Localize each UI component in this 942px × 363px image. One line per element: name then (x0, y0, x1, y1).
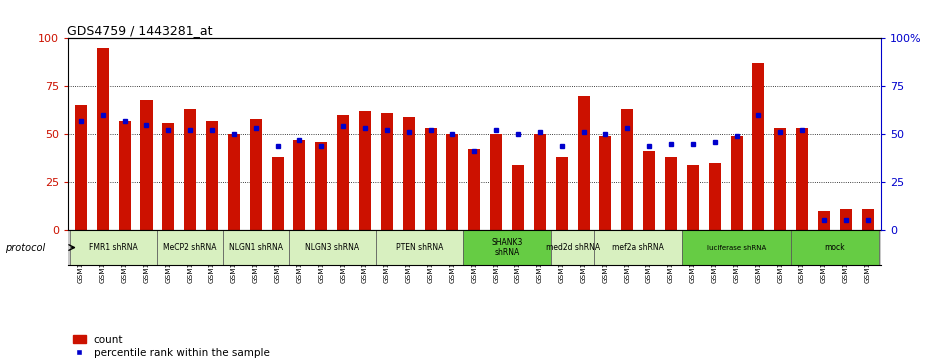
Bar (425, 129, 436, 230)
Bar (840, 209, 852, 230)
Bar (551, 230, 594, 265)
Bar (708, 163, 721, 230)
Bar (119, 121, 131, 230)
Bar (157, 230, 223, 265)
Bar (791, 230, 879, 265)
Bar (643, 151, 655, 230)
Text: FMR1 shRNA: FMR1 shRNA (89, 243, 138, 252)
Bar (753, 63, 764, 230)
Bar (376, 230, 463, 265)
Bar (359, 111, 371, 230)
Bar (97, 48, 108, 230)
Bar (862, 209, 873, 230)
Bar (381, 113, 393, 230)
Text: mock: mock (824, 243, 845, 252)
Bar (75, 105, 87, 230)
Text: mef2a shRNA: mef2a shRNA (612, 243, 664, 252)
Bar (271, 157, 284, 230)
Bar (818, 211, 830, 230)
Bar (70, 230, 157, 265)
Bar (228, 134, 240, 230)
Text: NLGN1 shRNA: NLGN1 shRNA (229, 243, 283, 252)
Bar (556, 157, 568, 230)
Text: med2d shRNA: med2d shRNA (545, 243, 600, 252)
Bar (140, 99, 153, 230)
Bar (403, 117, 414, 230)
Bar (468, 150, 480, 230)
Bar (687, 165, 699, 230)
Bar (316, 142, 327, 230)
Bar (534, 134, 545, 230)
Bar (162, 123, 174, 230)
Bar (594, 230, 682, 265)
Bar (512, 165, 524, 230)
Bar (682, 230, 791, 265)
Text: SHANK3
shRNA: SHANK3 shRNA (492, 238, 523, 257)
Bar (250, 119, 262, 230)
Legend: count, percentile rank within the sample: count, percentile rank within the sample (73, 335, 269, 358)
Bar (294, 140, 305, 230)
Bar (490, 134, 502, 230)
Bar (796, 129, 808, 230)
Text: MeCP2 shRNA: MeCP2 shRNA (164, 243, 217, 252)
Bar (288, 230, 376, 265)
Text: protocol: protocol (5, 242, 45, 253)
Bar (463, 230, 551, 265)
Text: NLGN3 shRNA: NLGN3 shRNA (305, 243, 359, 252)
Bar (622, 109, 633, 230)
Bar (206, 121, 218, 230)
Bar (599, 136, 611, 230)
Text: GDS4759 / 1443281_at: GDS4759 / 1443281_at (67, 24, 213, 37)
Bar (731, 136, 742, 230)
Bar (337, 115, 349, 230)
Bar (447, 134, 459, 230)
Text: luciferase shRNA: luciferase shRNA (706, 245, 766, 250)
Text: PTEN shRNA: PTEN shRNA (396, 243, 444, 252)
Bar (577, 96, 590, 230)
Bar (223, 230, 288, 265)
Bar (774, 129, 787, 230)
Bar (665, 157, 677, 230)
Bar (185, 109, 196, 230)
